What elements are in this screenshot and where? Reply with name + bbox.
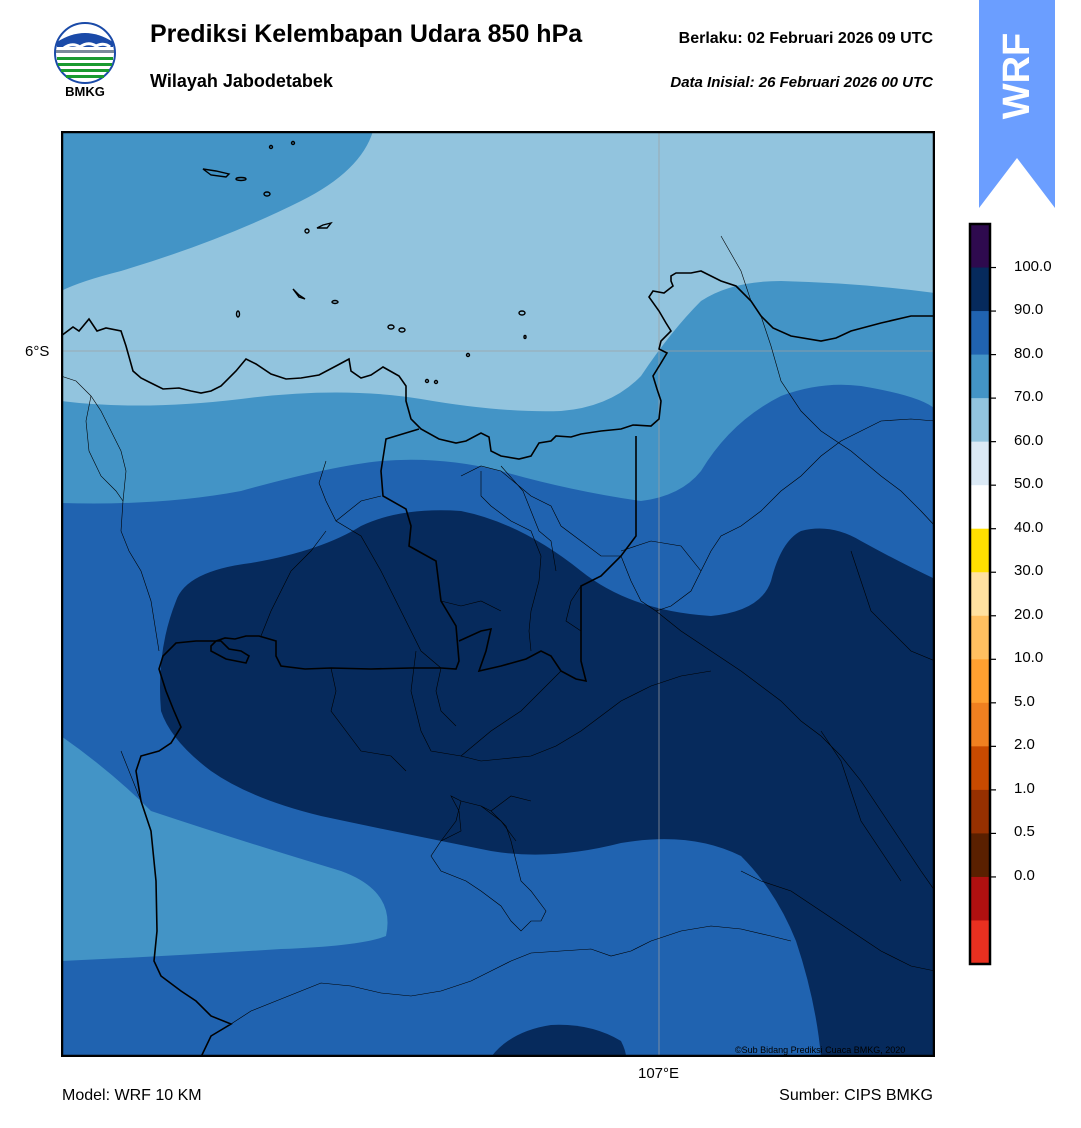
province-boundaries bbox=[135, 428, 637, 1057]
colorbar-label: 40.0 bbox=[1014, 518, 1044, 536]
colorbar-label: 20.0 bbox=[1014, 605, 1044, 623]
colorbar-label: 90.0 bbox=[1014, 301, 1044, 319]
colorbar-segment bbox=[970, 398, 990, 443]
colorbar-label: 100.0 bbox=[1014, 257, 1052, 275]
colorbar-segment bbox=[970, 659, 990, 704]
colorbar-segment bbox=[970, 702, 990, 747]
colorbar-segment bbox=[970, 311, 990, 356]
initial-time: Data Inisial: 26 Februari 2026 00 UTC bbox=[670, 74, 933, 91]
colorbar-label: 0.5 bbox=[1014, 823, 1035, 841]
colorbar-label: 80.0 bbox=[1014, 344, 1044, 362]
colorbar-segment bbox=[970, 920, 990, 965]
wrf-badge bbox=[979, 0, 1055, 208]
humidity-map bbox=[61, 131, 935, 1057]
rh-70-80-southwest-region bbox=[61, 736, 388, 961]
colorbar-label: 30.0 bbox=[1014, 562, 1044, 580]
colorbar-segment bbox=[970, 572, 990, 617]
logo-text: BMKG bbox=[65, 84, 105, 99]
longitude-label: 107°E bbox=[638, 1065, 680, 1082]
colorbar-label: 1.0 bbox=[1014, 779, 1035, 797]
colorbar-segment bbox=[970, 876, 990, 921]
colorbar-segment bbox=[970, 833, 990, 878]
colorbar-label: 50.0 bbox=[1014, 475, 1044, 493]
colorbar-segment bbox=[970, 746, 990, 791]
colorbar-label: 70.0 bbox=[1014, 388, 1044, 406]
rh-90-100-region bbox=[160, 510, 935, 1057]
copyright-text: ©Sub Bidang Prediksi Cuaca BMKG, 2020 bbox=[735, 1045, 906, 1055]
colorbar-label: 0.0 bbox=[1014, 866, 1035, 884]
model-label: Model: WRF 10 KM bbox=[62, 1087, 202, 1104]
svg-text:WRF: WRF bbox=[996, 33, 1038, 120]
colorbar-label: 10.0 bbox=[1014, 649, 1044, 667]
map-title: Prediksi Kelembapan Udara 850 hPa bbox=[150, 20, 583, 48]
islands bbox=[202, 140, 527, 385]
colorbar-frame bbox=[968, 222, 992, 966]
colorbar-label: 60.0 bbox=[1014, 431, 1044, 449]
colorbar bbox=[968, 222, 996, 966]
colorbar-segment bbox=[970, 528, 990, 573]
colorbar-segment bbox=[970, 441, 990, 486]
colorbar-segment bbox=[970, 485, 990, 530]
colorbar-segment bbox=[970, 789, 990, 834]
map-subtitle: Wilayah Jabodetabek bbox=[150, 71, 333, 91]
coastline bbox=[61, 270, 935, 460]
colorbar-label: 5.0 bbox=[1014, 692, 1035, 710]
latitude-label: 6°S bbox=[25, 343, 50, 360]
colorbar-segment bbox=[970, 224, 990, 269]
colorbar-label: 2.0 bbox=[1014, 736, 1035, 754]
rh-70-80-top-region bbox=[61, 131, 373, 291]
colorbar-segment bbox=[970, 615, 990, 660]
bmkg-logo bbox=[54, 22, 116, 84]
regency-boundaries bbox=[61, 235, 935, 1025]
valid-time: Berlaku: 02 Februari 2026 09 UTC bbox=[678, 30, 933, 47]
wrf-badge-label: WRF bbox=[979, 0, 1055, 150]
rh-90-100-south-region bbox=[491, 1024, 626, 1057]
colorbar-segment bbox=[970, 267, 990, 312]
colorbar-segment bbox=[970, 354, 990, 399]
source-label: Sumber: CIPS BMKG bbox=[779, 1087, 933, 1104]
